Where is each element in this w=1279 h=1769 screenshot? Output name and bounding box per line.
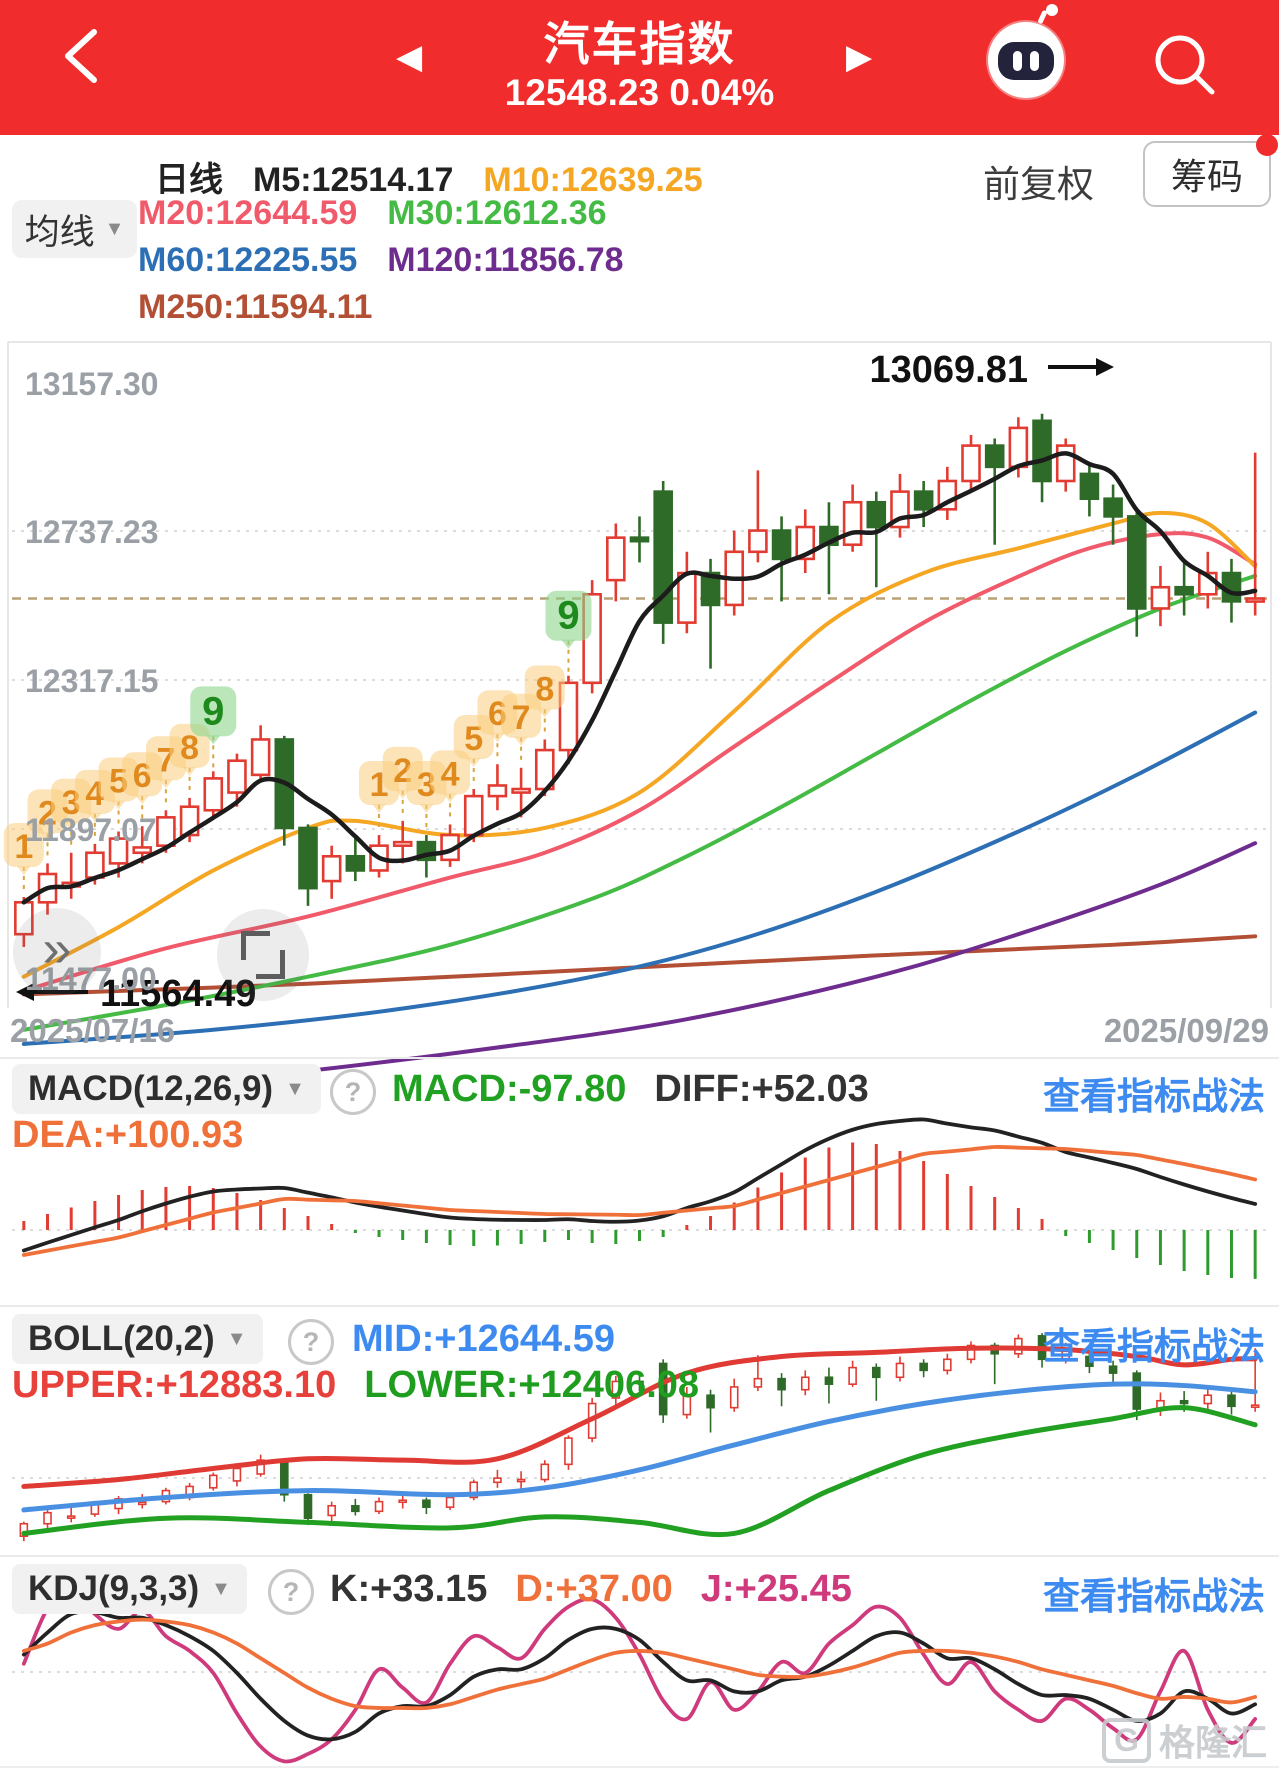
svg-text:7: 7 — [512, 699, 531, 737]
kdj-values: K:+33.15 D:+37.00 J:+25.45 — [330, 1568, 880, 1611]
value-label: DIFF:+52.03 — [654, 1068, 869, 1110]
back-button[interactable] — [52, 24, 112, 88]
robot-antenna-dot-icon — [1046, 4, 1058, 16]
assistant-robot-button[interactable] — [988, 4, 1064, 98]
fast-backward-button[interactable]: » — [13, 908, 101, 996]
boll-strategy-link[interactable]: 查看指标战法 — [1043, 1326, 1265, 1367]
svg-text:4: 4 — [441, 755, 460, 793]
search-button[interactable] — [1146, 26, 1222, 102]
kdj-indicator-selector[interactable]: KDJ(9,3,3) ▼ — [12, 1564, 247, 1614]
svg-text:11564.49: 11564.49 — [100, 973, 256, 1015]
value-label: M250:11594.11 — [138, 288, 373, 326]
next-arrow-icon: ▶ — [846, 38, 873, 76]
value-label: M60:12225.55 — [138, 241, 358, 279]
chevron-down-icon: ▼ — [211, 1577, 231, 1600]
svg-text:1: 1 — [14, 828, 33, 866]
chevron-down-icon: ▼ — [285, 1077, 305, 1100]
back-chevron-icon — [65, 29, 97, 83]
prev-stock-button[interactable]: ◀ — [396, 40, 422, 74]
macd-indicator-selector[interactable]: MACD(12,26,9) ▼ — [12, 1064, 321, 1114]
watermark: G 格隆汇 — [1102, 1714, 1267, 1766]
value-label: UPPER:+12883.10 — [12, 1364, 337, 1406]
svg-text:12317.15: 12317.15 — [25, 663, 158, 699]
search-icon — [1155, 35, 1215, 95]
svg-text:9: 9 — [202, 689, 224, 733]
value-label: M30:12612.36 — [387, 194, 607, 232]
svg-text:9: 9 — [557, 594, 579, 638]
double-chevron-icon: » — [42, 920, 72, 978]
ma-values-row-2: M20:12644.59 M30:12612.36 — [138, 194, 637, 233]
page-title: 汽车指数 — [543, 18, 736, 70]
value-label: LOWER:+12406.08 — [364, 1364, 700, 1406]
macd-strategy-link[interactable]: 查看指标战法 — [1043, 1076, 1265, 1117]
prev-arrow-icon: ◀ — [396, 38, 423, 76]
app-header: ◀ 汽车指数 12548.23 0.04% ▶ — [0, 0, 1279, 135]
chevron-down-icon: ▼ — [104, 217, 125, 240]
value-label: J:+25.45 — [700, 1568, 852, 1610]
fullscreen-button[interactable] — [217, 909, 309, 1001]
chips-button[interactable]: 筹码 — [1143, 134, 1278, 207]
value-label: K:+33.15 — [330, 1568, 488, 1610]
boll-values: MID:+12644.59 — [352, 1318, 643, 1361]
value-label: M120:11856.78 — [387, 241, 624, 279]
svg-text:8: 8 — [535, 670, 554, 708]
value-label: DEA:+100.93 — [12, 1114, 244, 1156]
svg-text:11477.00: 11477.00 — [25, 961, 157, 997]
kdj-help-icon[interactable]: ? — [268, 1569, 314, 1615]
kdj-strategy-link[interactable]: 查看指标战法 — [1043, 1576, 1265, 1617]
ma-dropdown-button[interactable]: 均线 ▼ — [12, 200, 137, 258]
svg-text:8: 8 — [180, 729, 199, 767]
value-label: M10:12639.25 — [483, 161, 703, 199]
svg-text:11897.07: 11897.07 — [25, 812, 157, 848]
value-label: MACD:-97.80 — [392, 1068, 627, 1110]
next-stock-button[interactable]: ▶ — [846, 40, 872, 74]
svg-text:13069.81: 13069.81 — [870, 349, 1029, 391]
robot-face-icon — [998, 42, 1054, 80]
adjust-mode-label[interactable]: 前复权 — [983, 164, 1094, 205]
chevron-down-icon: ▼ — [226, 1327, 247, 1350]
boll-help-icon[interactable]: ? — [288, 1319, 334, 1365]
expand-icon — [241, 931, 270, 960]
value-label: M5:12514.17 — [253, 161, 454, 199]
boll-indicator-selector[interactable]: BOLL(20,2) ▼ — [12, 1314, 263, 1364]
svg-text:2025/07/16: 2025/07/16 — [10, 1012, 175, 1049]
svg-text:13157.30: 13157.30 — [25, 366, 158, 402]
ma-values-row-4: M250:11594.11 — [138, 288, 402, 327]
svg-text:2025/09/29: 2025/09/29 — [1104, 1012, 1269, 1049]
value-label: M20:12644.59 — [138, 194, 358, 232]
notification-dot — [1256, 134, 1278, 156]
ma-values-row-1: 日线 M5:12514.17 M10:12639.25 — [155, 152, 763, 201]
period-label[interactable]: 日线 — [155, 161, 223, 199]
svg-text:12737.23: 12737.23 — [25, 514, 158, 550]
boll-values-2: UPPER:+12883.10 LOWER:+12406.08 — [12, 1364, 727, 1407]
macd-values: MACD:-97.80 DIFF:+52.03 — [392, 1068, 897, 1111]
value-label: MID:+12644.59 — [352, 1318, 615, 1360]
macd-help-icon[interactable]: ? — [330, 1069, 376, 1115]
price-line: 12548.23 0.04% — [504, 72, 775, 113]
svg-text:5: 5 — [464, 720, 483, 758]
value-label: D:+37.00 — [515, 1568, 673, 1610]
ma-values-row-3: M60:12225.55 M120:11856.78 — [138, 241, 654, 280]
watermark-logo-icon: G — [1102, 1717, 1151, 1763]
macd-values-2: DEA:+100.93 — [12, 1114, 271, 1157]
